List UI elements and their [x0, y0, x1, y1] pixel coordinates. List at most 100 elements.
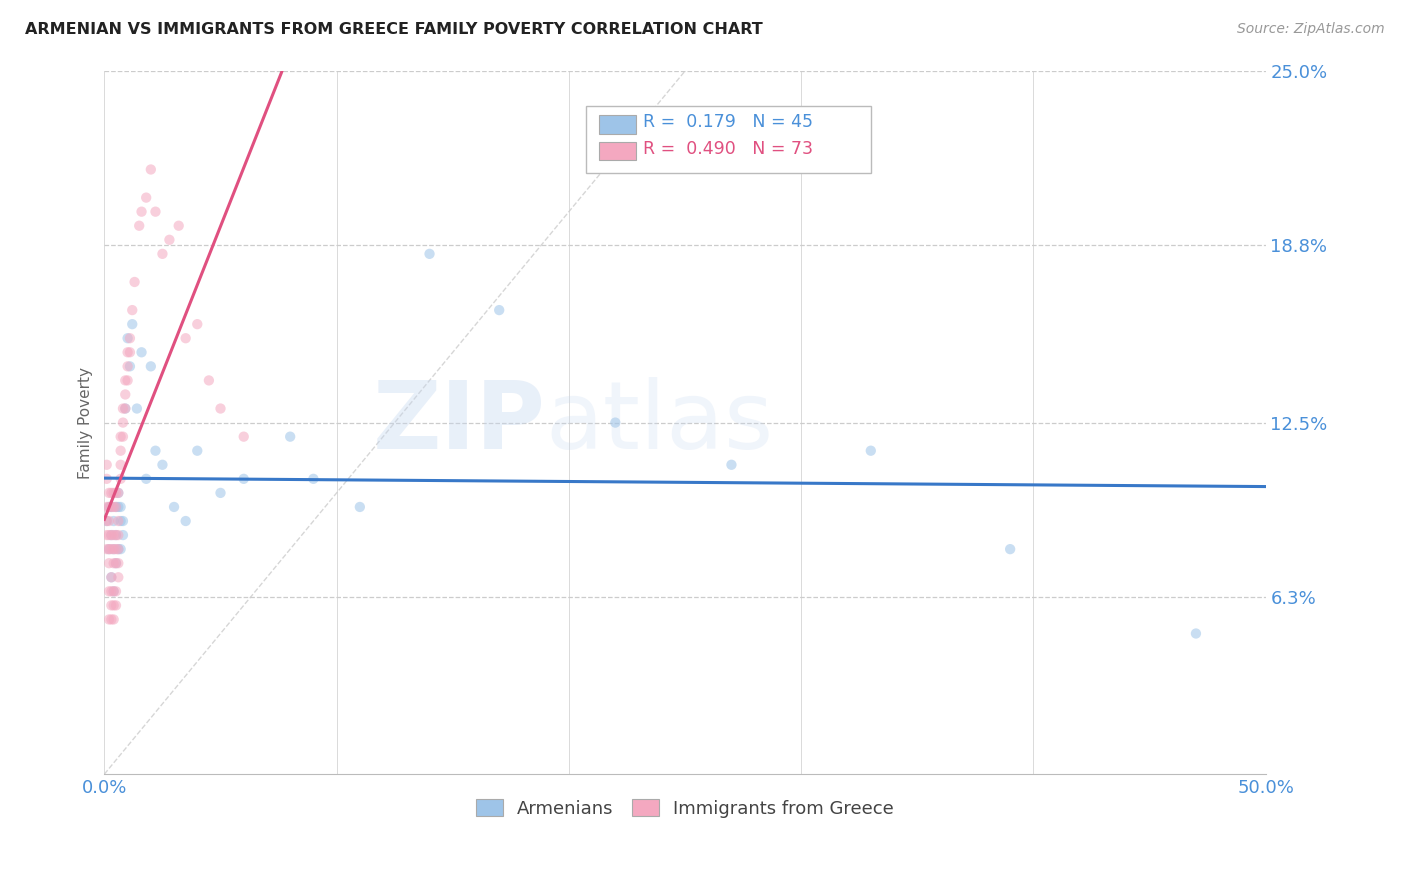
Point [107, 500, 129, 514]
Point [100, 612, 122, 626]
Point [98, 584, 121, 599]
Point [98, 542, 121, 557]
Point [139, 359, 162, 374]
Point [232, 472, 254, 486]
Point [103, 486, 125, 500]
Point [100, 528, 122, 542]
Point [103, 612, 125, 626]
Point [96, 514, 118, 528]
Point [114, 401, 136, 416]
Point [117, 331, 139, 345]
Point [98, 612, 121, 626]
Point [859, 443, 882, 458]
Point [1185, 626, 1208, 640]
Point [98, 500, 121, 514]
Point [107, 514, 129, 528]
Point [117, 345, 139, 359]
Point [152, 247, 174, 261]
Point [103, 542, 125, 557]
Point [110, 458, 132, 472]
Point [232, 430, 254, 444]
Point [720, 458, 742, 472]
Legend: Armenians, Immigrants from Greece: Armenians, Immigrants from Greece [468, 792, 901, 825]
Point [114, 387, 136, 401]
Point [174, 514, 197, 528]
Point [103, 528, 125, 542]
Point [125, 401, 148, 416]
Point [104, 528, 127, 542]
Point [111, 430, 134, 444]
Point [104, 556, 127, 570]
Point [104, 542, 127, 557]
Point [135, 472, 157, 486]
Point [98, 556, 121, 570]
Point [104, 528, 127, 542]
Point [103, 584, 125, 599]
Point [96, 542, 118, 557]
Point [104, 584, 127, 599]
Point [110, 430, 132, 444]
Point [114, 373, 136, 387]
Point [117, 359, 139, 374]
Point [98, 486, 121, 500]
Point [103, 500, 125, 514]
Point [98, 500, 121, 514]
Point [117, 373, 139, 387]
Point [152, 458, 174, 472]
Point [100, 570, 122, 584]
Point [103, 584, 125, 599]
Point [100, 570, 122, 584]
Point [128, 219, 150, 233]
Point [107, 486, 129, 500]
FancyBboxPatch shape [586, 106, 870, 173]
Point [118, 331, 141, 345]
Point [110, 472, 132, 486]
Point [96, 528, 118, 542]
Point [163, 500, 186, 514]
Point [131, 345, 153, 359]
Text: Source: ZipAtlas.com: Source: ZipAtlas.com [1237, 22, 1385, 37]
Point [96, 472, 118, 486]
Point [145, 204, 167, 219]
Point [100, 542, 122, 557]
Point [111, 416, 134, 430]
Point [103, 514, 125, 528]
Point [104, 486, 127, 500]
Point [111, 401, 134, 416]
Text: ZIP: ZIP [373, 376, 546, 468]
Point [209, 401, 232, 416]
Point [107, 556, 129, 570]
Y-axis label: Family Poverty: Family Poverty [79, 367, 93, 479]
Point [118, 359, 141, 374]
Point [103, 542, 125, 557]
Point [349, 500, 371, 514]
Point [418, 247, 440, 261]
Point [278, 430, 301, 444]
Point [209, 486, 232, 500]
Point [96, 500, 118, 514]
Point [110, 500, 132, 514]
Point [110, 542, 132, 557]
Point [124, 275, 146, 289]
Point [198, 373, 221, 387]
Point [167, 219, 190, 233]
Text: ARMENIAN VS IMMIGRANTS FROM GREECE FAMILY POVERTY CORRELATION CHART: ARMENIAN VS IMMIGRANTS FROM GREECE FAMIL… [25, 22, 763, 37]
Point [100, 500, 122, 514]
Point [107, 528, 129, 542]
Point [104, 599, 127, 613]
Point [488, 303, 510, 318]
Point [100, 528, 122, 542]
Point [98, 528, 121, 542]
Point [186, 317, 208, 331]
Point [110, 443, 132, 458]
Point [139, 162, 162, 177]
Point [107, 542, 129, 557]
Text: atlas: atlas [546, 376, 773, 468]
Point [100, 486, 122, 500]
Point [100, 500, 122, 514]
Point [121, 303, 143, 318]
Point [107, 486, 129, 500]
Point [131, 204, 153, 219]
Point [121, 317, 143, 331]
Point [104, 500, 127, 514]
